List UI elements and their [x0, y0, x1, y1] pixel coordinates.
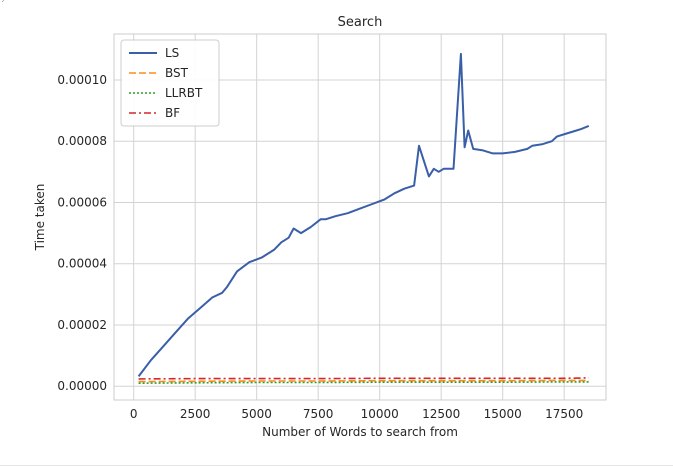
y-tick-label: 0.00010	[57, 73, 107, 87]
plot-frame	[113, 33, 607, 401]
series-line-ls	[137, 52, 590, 378]
x-tick-label: 17500	[545, 407, 583, 421]
x-tick-label: 12500	[422, 407, 460, 421]
chart-title: Search	[338, 15, 383, 30]
y-tick-label: 0.00004	[57, 257, 107, 271]
y-axis-label: Time taken	[33, 184, 47, 252]
legend-label-llrbt: LLRBT	[165, 86, 203, 100]
y-tick-label: 0.00000	[57, 379, 107, 393]
legend-label-ls: LS	[165, 46, 179, 60]
y-tick-label: 0.00002	[57, 318, 107, 332]
x-tick-label: 15000	[484, 407, 522, 421]
legend: LS BST LLRBT BF	[120, 39, 220, 127]
y-tick-label: 0.00006	[57, 195, 107, 209]
series-layer	[137, 52, 590, 384]
bottom-divider	[0, 465, 673, 466]
x-tick-label: 7500	[303, 407, 334, 421]
series-line-bf	[138, 377, 589, 380]
y-tick-label: 0.00008	[57, 134, 107, 148]
legend-label-bst: BST	[165, 66, 189, 80]
legend-label-bf: BF	[165, 106, 180, 120]
series-line-llrbt	[138, 381, 589, 384]
x-tick-label: 0	[130, 407, 138, 421]
tick-layer: 0 2500 5000 7500 10000 12500 15000 17500 0.00000…	[57, 73, 583, 421]
x-axis-label: Number of Words to search from	[262, 425, 458, 439]
x-tick-label: 2500	[180, 407, 211, 421]
series-line-bst	[138, 379, 589, 383]
legend-box	[120, 39, 220, 127]
x-tick-label: 10000	[361, 407, 399, 421]
corner-mark: ´	[0, 0, 5, 11]
x-tick-label: 5000	[241, 407, 272, 421]
grid-layer	[114, 34, 606, 400]
